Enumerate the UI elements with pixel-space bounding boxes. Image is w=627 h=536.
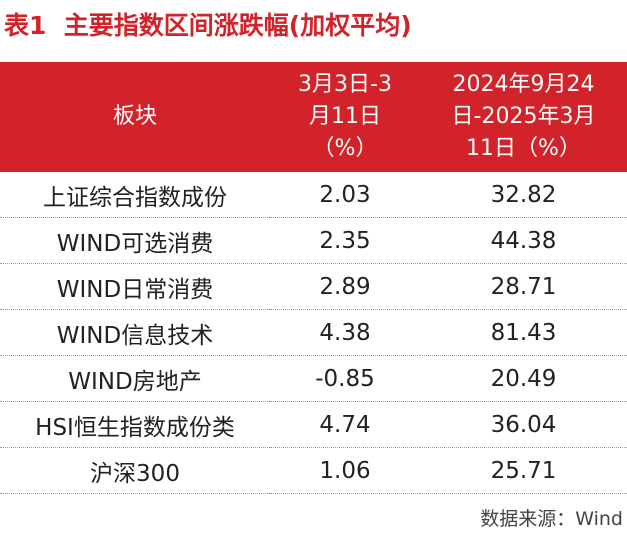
table-row: WIND日常消费 2.89 28.71	[0, 263, 627, 310]
source-note: 数据来源：Wind	[480, 508, 623, 530]
header-row: 板块 3月3日-3 月11日 （%） 2024年9月24 日-2025年3月 11日（%）	[0, 62, 627, 172]
table-cell: 1.06	[270, 447, 420, 494]
table-row: WIND房地产 -0.85 20.49	[0, 355, 627, 402]
table-cell: 上证综合指数成份	[0, 172, 270, 218]
table-cell: 44.38	[420, 217, 627, 264]
header-cell: 3月3日-3 月11日 （%）	[270, 62, 420, 172]
header-line: 11日（%）	[466, 136, 581, 161]
table-cell: 2.03	[270, 172, 420, 218]
table-body: 上证综合指数成份 2.03 32.82 WIND可选消费 2.35 44.38 WIND日常…	[0, 172, 627, 494]
table-cell: WIND信息技术	[0, 309, 270, 356]
table-cell: 36.04	[420, 401, 627, 448]
table-title: 表1 主要指数区间涨跌幅(加权平均)	[4, 11, 412, 40]
table-cell: 4.38	[270, 309, 420, 356]
table-row: 上证综合指数成份 2.03 32.82	[0, 172, 627, 218]
table-cell: -0.85	[270, 355, 420, 402]
header-cell: 2024年9月24 日-2025年3月 11日（%）	[420, 62, 627, 172]
table-cell: WIND日常消费	[0, 263, 270, 310]
table-cell: 20.49	[420, 355, 627, 402]
header-line: 板块	[112, 104, 157, 129]
table-row: 沪深300 1.06 25.71	[0, 447, 627, 494]
table-cell: WIND房地产	[0, 355, 270, 402]
header-line: （%）	[312, 136, 378, 161]
header-cell: 板块	[0, 62, 270, 172]
table-cell: 2.89	[270, 263, 420, 310]
header-line: 3月3日-3	[298, 72, 392, 97]
table-cell: WIND可选消费	[0, 217, 270, 264]
table-cell: HSI恒生指数成份类	[0, 401, 270, 448]
data-table: 板块 3月3日-3 月11日 （%） 2024年9月24 日-2025年3月 11日（%） …	[0, 62, 627, 494]
table-cell: 4.74	[270, 401, 420, 448]
table-row: WIND可选消费 2.35 44.38	[0, 217, 627, 264]
table-row: WIND信息技术 4.38 81.43	[0, 309, 627, 356]
table-cell: 81.43	[420, 309, 627, 356]
table-cell: 沪深300	[0, 447, 270, 494]
table-row: HSI恒生指数成份类 4.74 36.04	[0, 401, 627, 448]
header-line: 2024年9月24	[452, 72, 595, 97]
header-line: 日-2025年3月	[451, 104, 596, 129]
table-cell: 28.71	[420, 263, 627, 310]
table-cell: 2.35	[270, 217, 420, 264]
table-cell: 32.82	[420, 172, 627, 218]
header-line: 月11日	[309, 104, 381, 129]
table-cell: 25.71	[420, 447, 627, 494]
